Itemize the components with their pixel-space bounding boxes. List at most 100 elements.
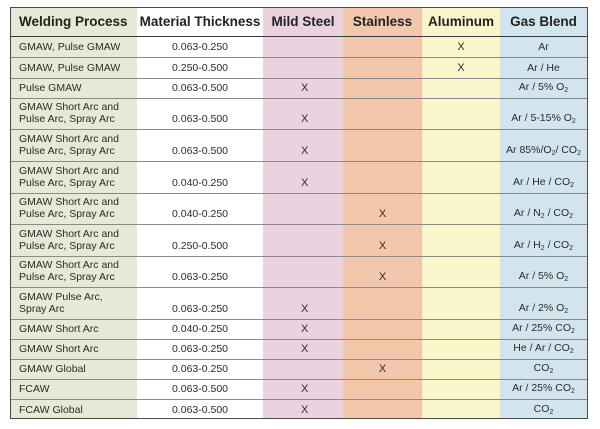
gas-text-tail: / CO [555,143,578,156]
cell-aluminum [422,379,500,400]
process-line-2: Pulse Arc, Spray Arc [19,270,115,283]
cell-welding-process: FCAW Global [11,399,137,420]
table-row: GMAW Short Arc and Pulse Arc, Spray Arc 0.… [11,129,587,162]
cell-gas-blend: Ar / He / CO2 [500,161,587,194]
table-row: GMAW, Pulse GMAW 0.063-0.250 X Ar [11,36,587,58]
cell-material-thickness: 0.063-0.250 [137,339,263,360]
gas-subscript: 2 [564,275,569,283]
cell-welding-process: GMAW Short Arc and Pulse Arc, Spray Arc [11,256,137,288]
cell-aluminum [422,256,500,288]
cell-welding-process: GMAW Global [11,359,137,380]
process-line-1: GMAW Short Arc and [19,258,119,271]
cell-material-thickness: 0.063-0.500 [137,379,263,400]
cell-gas-blend: He / Ar / CO2 [500,339,587,360]
cell-material-thickness: 0.063-0.500 [137,98,263,130]
cell-material-thickness: 0.250-0.500 [137,57,263,79]
gas-text: Ar 85%/O [506,143,552,156]
cell-gas-blend: Ar / 25% CO2 [500,319,587,340]
cell-mild-steel [263,224,343,257]
process-line-1: FCAW [19,382,50,395]
cell-stainless: X [343,193,422,225]
table-row: GMAW Short Arc and Pulse Arc, Spray Arc 0.… [11,256,587,288]
cell-gas-blend: Ar 85%/O2/ CO2 [500,129,587,162]
cell-gas-blend: Ar / N2 / CO2 [500,193,587,225]
cell-stainless [343,319,422,340]
table-row: GMAW Short Arc 0.040-0.250 X Ar / 25% CO2 [11,319,587,340]
gas-subscript: 2 [540,212,545,220]
cell-stainless [343,161,422,194]
process-line-2: Pulse Arc, Spray Arc [19,176,115,189]
gas-text: Ar / 5% O [518,80,565,93]
gas-text: Ar / N [513,206,541,219]
cell-welding-process: GMAW Short Arc and Pulse Arc, Spray Arc [11,161,137,194]
table-row: GMAW, Pulse GMAW 0.250-0.500 X Ar / He [11,57,587,79]
cell-gas-blend: Ar [500,36,587,58]
cell-aluminum [422,224,500,257]
process-line-1: GMAW Short Arc and [19,132,119,145]
table-row: GMAW Short Arc and Pulse Arc, Spray Arc 0.… [11,224,587,257]
cell-mild-steel [263,256,343,288]
cell-gas-blend: Ar / 5% O2 [500,256,587,288]
table-row: FCAW Global 0.063-0.500 X CO2 [11,399,587,420]
table-row: GMAW Pulse Arc, Spray Arc 0.063-0.250 X Ar /… [11,287,587,320]
process-line-1: GMAW Short Arc and [19,227,119,240]
cell-material-thickness: 0.040-0.250 [137,319,263,340]
process-line-1: GMAW Pulse Arc, [19,290,103,303]
gas-text: Ar / 25% CO [512,321,572,334]
process-line-1: GMAW Short Arc and [19,164,119,177]
process-line-2: Pulse Arc, Spray Arc [19,144,115,157]
cell-aluminum [422,78,500,99]
welding-gas-table: Welding Process Material Thickness Mild … [10,7,588,419]
gas-text-tail: / CO [544,238,570,251]
cell-gas-blend: Ar / 2% O2 [500,287,587,320]
cell-welding-process: GMAW Short Arc and Pulse Arc, Spray Arc [11,129,137,162]
cell-welding-process: GMAW, Pulse GMAW [11,36,137,58]
gas-text: Ar / 25% CO [512,381,572,394]
cell-material-thickness: 0.063-0.250 [137,287,263,320]
cell-stainless [343,78,422,99]
gas-text-tail: / CO [544,206,570,219]
gas-text: Ar [538,40,549,53]
process-line-2: Pulse Arc, Spray Arc [19,207,115,220]
cell-material-thickness: 0.063-0.250 [137,359,263,380]
process-line-2: Pulse Arc, Spray Arc [19,239,115,252]
table-row: GMAW Short Arc and Pulse Arc, Spray Arc 0.… [11,98,587,130]
header-mild-steel: Mild Steel [263,8,343,37]
gas-text: CO [533,361,550,374]
process-line-1: Pulse GMAW [19,81,82,94]
header-welding-process: Welding Process [11,8,137,37]
cell-stainless: X [343,224,422,257]
cell-gas-blend: Ar / 5-15% O2 [500,98,587,130]
header-stainless: Stainless [343,8,422,37]
gas-subscript: 2 [540,244,545,252]
table-row: GMAW Short Arc 0.063-0.250 X He / Ar / CO2 [11,339,587,360]
cell-mild-steel: X [263,339,343,360]
cell-aluminum [422,129,500,162]
process-line-1: GMAW, Pulse GMAW [19,61,121,74]
cell-welding-process: GMAW Short Arc and Pulse Arc, Spray Arc [11,193,137,225]
cell-welding-process: GMAW Short Arc [11,319,137,340]
cell-gas-blend: Ar / 5% O2 [500,78,587,99]
cell-mild-steel: X [263,98,343,130]
header-gas-blend: Gas Blend [500,8,587,37]
gas-text: CO [533,403,550,415]
gas-text: Ar / He [527,61,560,74]
cell-stainless [343,287,422,320]
process-line-2: Spray Arc [19,302,65,315]
cell-mild-steel: X [263,161,343,194]
gas-subscript: 2 [571,387,575,395]
cell-stainless [343,339,422,360]
gas-subscript-2: 2 [569,212,574,220]
table-row: FCAW 0.063-0.500 X Ar / 25% CO2 [11,379,587,400]
cell-welding-process: FCAW [11,379,137,400]
gas-subscript: 2 [569,347,574,355]
gas-subscript: 2 [549,367,554,375]
table-row: Pulse GMAW 0.063-0.500 X Ar / 5% O2 [11,78,587,99]
cell-gas-blend: CO2 [500,359,587,380]
gas-text: Ar / 5% O [518,269,565,282]
gas-subscript-2: 2 [577,149,581,157]
cell-mild-steel [263,57,343,79]
cell-aluminum: X [422,57,500,79]
cell-aluminum [422,359,500,380]
cell-stainless [343,399,422,420]
